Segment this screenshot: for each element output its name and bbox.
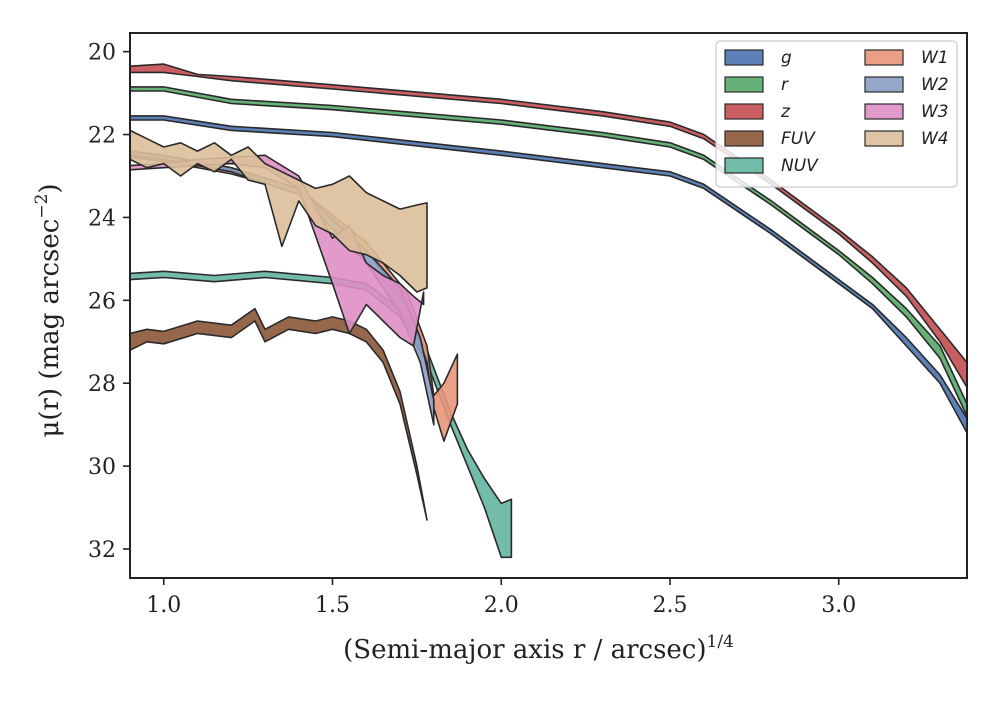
x-axis-label: (Semi-major axis r / arcsec)1/4 xyxy=(343,632,734,665)
legend: grz FUV NUV W1 W2 W3 W4 xyxy=(715,40,958,188)
legend-label-w1: W1 xyxy=(921,48,949,68)
legend-label-w4: W4 xyxy=(921,129,949,149)
x-tick-label: 1.5 xyxy=(315,593,350,618)
plot-frame xyxy=(129,32,968,579)
legend-swatch-w2 xyxy=(864,76,904,93)
legend-swatch-w4 xyxy=(864,130,904,147)
legend-swatch-w1 xyxy=(864,49,904,66)
x-tick-label: 2.0 xyxy=(484,593,519,618)
series-band-z xyxy=(130,63,967,389)
legend-label-nuv: NUV xyxy=(781,156,819,176)
legend-swatch-w3 xyxy=(864,103,904,120)
y-tick-label: 28 xyxy=(88,372,116,397)
y-tick-label: 30 xyxy=(88,455,116,480)
series-band-g xyxy=(130,115,967,434)
y-axis-label: μ(r) (mag arcsec−2) xyxy=(32,183,65,437)
y-tick-label: 26 xyxy=(88,289,116,314)
y-tick-label: 22 xyxy=(88,124,116,149)
legend-label-z: z xyxy=(780,102,791,122)
y-tick-label: 32 xyxy=(88,538,116,563)
legend-label-w2: W2 xyxy=(921,75,949,95)
legend-swatch-fuv xyxy=(724,130,764,147)
x-tick-label: 3.0 xyxy=(821,593,856,618)
legend-swatch-z xyxy=(724,103,764,120)
y-tick-label: 20 xyxy=(88,41,116,66)
y-tick-label: 24 xyxy=(88,206,116,231)
series-band-r xyxy=(130,86,967,418)
legend-label-r: r xyxy=(781,75,789,95)
legend-label-fuv: FUV xyxy=(781,129,816,149)
legend-label-w3: W3 xyxy=(921,102,949,122)
x-tick-label: 2.5 xyxy=(653,593,688,618)
legend-swatch-r xyxy=(724,76,764,93)
legend-swatch-nuv xyxy=(724,157,764,174)
legend-swatch-g xyxy=(724,49,764,66)
series-band-fuv xyxy=(130,307,428,521)
x-tick-label: 1.0 xyxy=(146,593,181,618)
ticks-layer: 1.0 1.5 2.0 2.5 3.0 20 22 24 26 28 30 32 xyxy=(88,41,856,618)
series-band-w4 xyxy=(130,129,428,293)
legend-label-g: g xyxy=(781,48,792,68)
series-layer xyxy=(130,63,967,559)
